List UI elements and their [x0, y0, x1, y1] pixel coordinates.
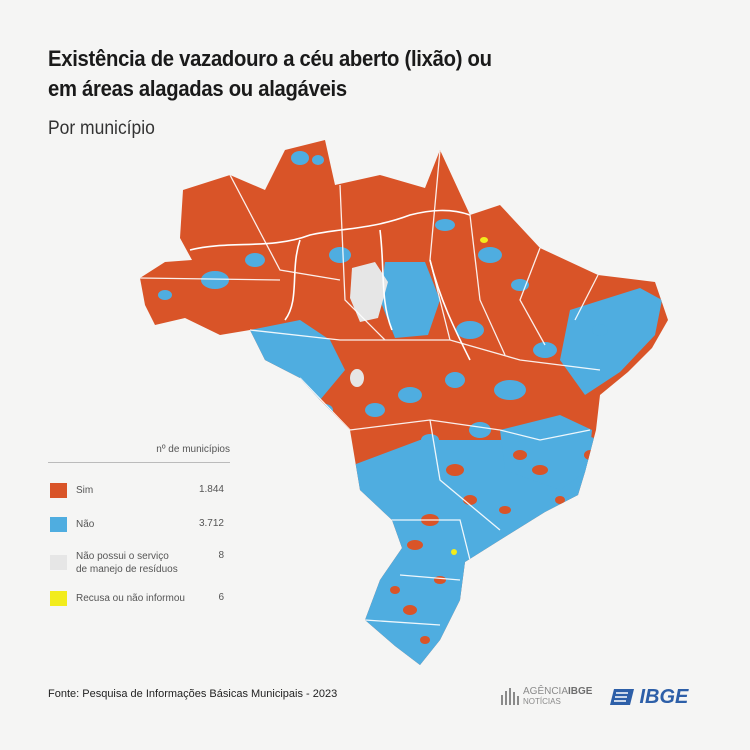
title-line-1: Existência de vazadouro a céu aberto (li…: [48, 46, 492, 71]
legend-swatch-no-service: [50, 555, 67, 570]
map-outline: [140, 140, 668, 665]
patches-sim: [374, 450, 596, 644]
legend-item-no-answer: Recusa ou não informou 6: [48, 591, 230, 625]
logos: AGÊNCIAIBGE NOTÍCIAS IBGE: [500, 680, 688, 714]
legend-count-no-service: 8: [218, 550, 224, 561]
agencia-bars-icon: [501, 688, 519, 705]
legend: nº de municípios Sim 1.844 Não 3.712 Não…: [48, 444, 230, 625]
chart-title: Existência de vazadouro a céu aberto (li…: [48, 44, 600, 104]
legend-swatch-no-answer: [50, 591, 67, 606]
areas-no-service: [350, 262, 388, 387]
legend-label-sim: Sim: [76, 485, 94, 496]
legend-item-no-service: Não possui o serviço de manejo de resídu…: [48, 550, 230, 591]
legend-label-no-service-line1: Não possui o serviço: [76, 551, 169, 562]
legend-count-no-answer: 6: [218, 592, 224, 603]
legend-header: nº de municípios: [48, 444, 230, 463]
agencia-noticias-word: NOTÍCIAS: [523, 697, 561, 706]
ibge-logo: IBGE: [610, 686, 688, 709]
legend-item-sim: Sim 1.844: [48, 483, 230, 517]
legend-swatch-sim: [50, 483, 67, 498]
legend-label-no-service-line2: de manejo de resíduos: [76, 564, 178, 575]
legend-label-no-answer: Recusa ou não informou: [76, 593, 185, 604]
ibge-emblem-icon: [610, 689, 635, 705]
brazil-territory: [140, 140, 668, 665]
legend-count-sim: 1.844: [198, 484, 224, 495]
region-nao-south: [330, 430, 600, 665]
region-nao-center: [380, 262, 440, 338]
agencia-ibge-word: IBGE: [568, 686, 593, 697]
agencia-word: AGÊNCIA: [523, 686, 569, 697]
state-borders: [140, 149, 601, 626]
legend-item-nao: Não 3.712: [48, 517, 230, 551]
patches-nao: [158, 151, 608, 446]
source-note: Fonte: Pesquisa de Informações Básicas M…: [48, 688, 338, 700]
legend-label-nao: Não: [76, 519, 95, 530]
legend-label-no-service: Não possui o serviço de manejo de resídu…: [76, 550, 178, 576]
title-line-2: em áreas alagadas ou alagáveis: [48, 76, 347, 101]
agencia-ibge-logo: AGÊNCIAIBGE NOTÍCIAS: [500, 687, 592, 707]
region-nao-midwest: [250, 320, 345, 400]
legend-count-nao: 3.712: [198, 518, 224, 529]
rivers: [189, 209, 471, 361]
ibge-word: IBGE: [639, 685, 689, 708]
legend-swatch-nao: [50, 517, 67, 532]
subtitle: Por município: [48, 118, 155, 139]
areas-no-answer: [451, 237, 488, 555]
